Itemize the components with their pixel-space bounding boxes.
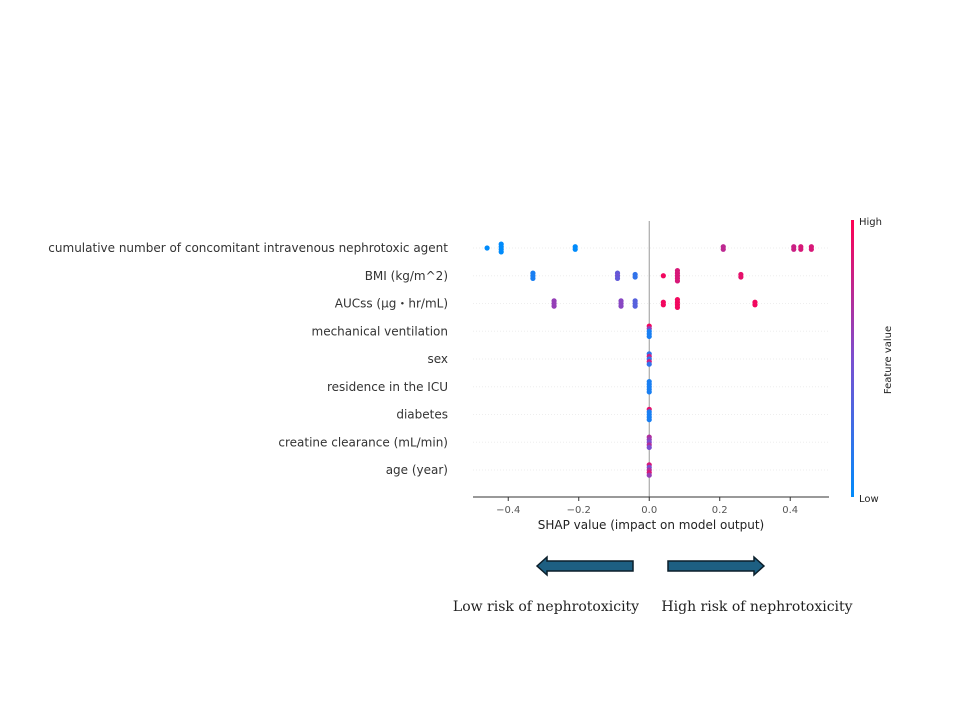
risk-annotations: Low risk of nephrotoxicity High risk of … bbox=[453, 555, 853, 615]
shap-point bbox=[674, 278, 681, 284]
shap-point bbox=[798, 246, 804, 252]
shap-point bbox=[808, 246, 814, 252]
shap-point bbox=[646, 417, 652, 423]
feature-labels: cumulative number of concomitant intrave… bbox=[48, 241, 448, 477]
feature-label: creatine clearance (mL/min) bbox=[278, 435, 448, 449]
shap-points bbox=[484, 241, 814, 478]
feature-label: diabetes bbox=[396, 408, 448, 422]
shap-point bbox=[646, 361, 652, 367]
x-tick-label: 0.4 bbox=[782, 505, 798, 516]
shap-point bbox=[498, 249, 504, 255]
shap-point bbox=[551, 303, 557, 309]
x-axis-label: SHAP value (impact on model output) bbox=[538, 518, 765, 532]
shap-point bbox=[646, 472, 652, 478]
shap-point bbox=[484, 245, 490, 251]
colorbar: High Low Feature value bbox=[851, 217, 894, 505]
shap-point bbox=[614, 275, 621, 281]
feature-label: mechanical ventilation bbox=[312, 324, 448, 338]
feature-label: cumulative number of concomitant intrave… bbox=[48, 241, 448, 255]
shap-point bbox=[660, 302, 666, 308]
shap-point bbox=[530, 275, 536, 281]
colorbar-title: Feature value bbox=[883, 326, 894, 394]
shap-point bbox=[646, 333, 652, 340]
x-tick-label: 0.2 bbox=[712, 505, 728, 516]
colorbar-low-label: Low bbox=[859, 494, 879, 505]
feature-label: age (year) bbox=[386, 463, 448, 477]
high-risk-label: High risk of nephrotoxicity bbox=[661, 599, 852, 615]
shap-point bbox=[720, 246, 726, 252]
shap-point bbox=[738, 274, 744, 280]
feature-label: BMI (kg/m^2) bbox=[365, 269, 448, 283]
shap-point bbox=[632, 274, 638, 280]
shap-point bbox=[752, 302, 758, 308]
x-tick-label: 0.0 bbox=[641, 505, 657, 516]
colorbar-high-label: High bbox=[859, 217, 882, 228]
shap-point bbox=[646, 389, 652, 395]
left-arrow-icon bbox=[535, 555, 634, 577]
shap-point bbox=[572, 246, 578, 252]
feature-label: AUCss (μg・hr/mL) bbox=[335, 297, 448, 311]
shap-point bbox=[646, 444, 652, 451]
x-tick-label: −0.2 bbox=[567, 505, 591, 516]
shap-point bbox=[632, 303, 638, 309]
shap-point bbox=[674, 304, 681, 310]
shap-point bbox=[660, 273, 666, 279]
x-tick-label: −0.4 bbox=[496, 505, 520, 516]
right-arrow-icon bbox=[667, 555, 766, 577]
feature-label: sex bbox=[427, 352, 448, 366]
shap-point bbox=[791, 246, 797, 252]
shap-point bbox=[618, 303, 624, 309]
feature-label: residence in the ICU bbox=[327, 380, 448, 394]
colorbar-gradient bbox=[851, 220, 854, 497]
x-axis-ticks: −0.4 −0.2 0.0 0.2 0.4 bbox=[496, 497, 798, 516]
low-risk-label: Low risk of nephrotoxicity bbox=[453, 599, 639, 615]
